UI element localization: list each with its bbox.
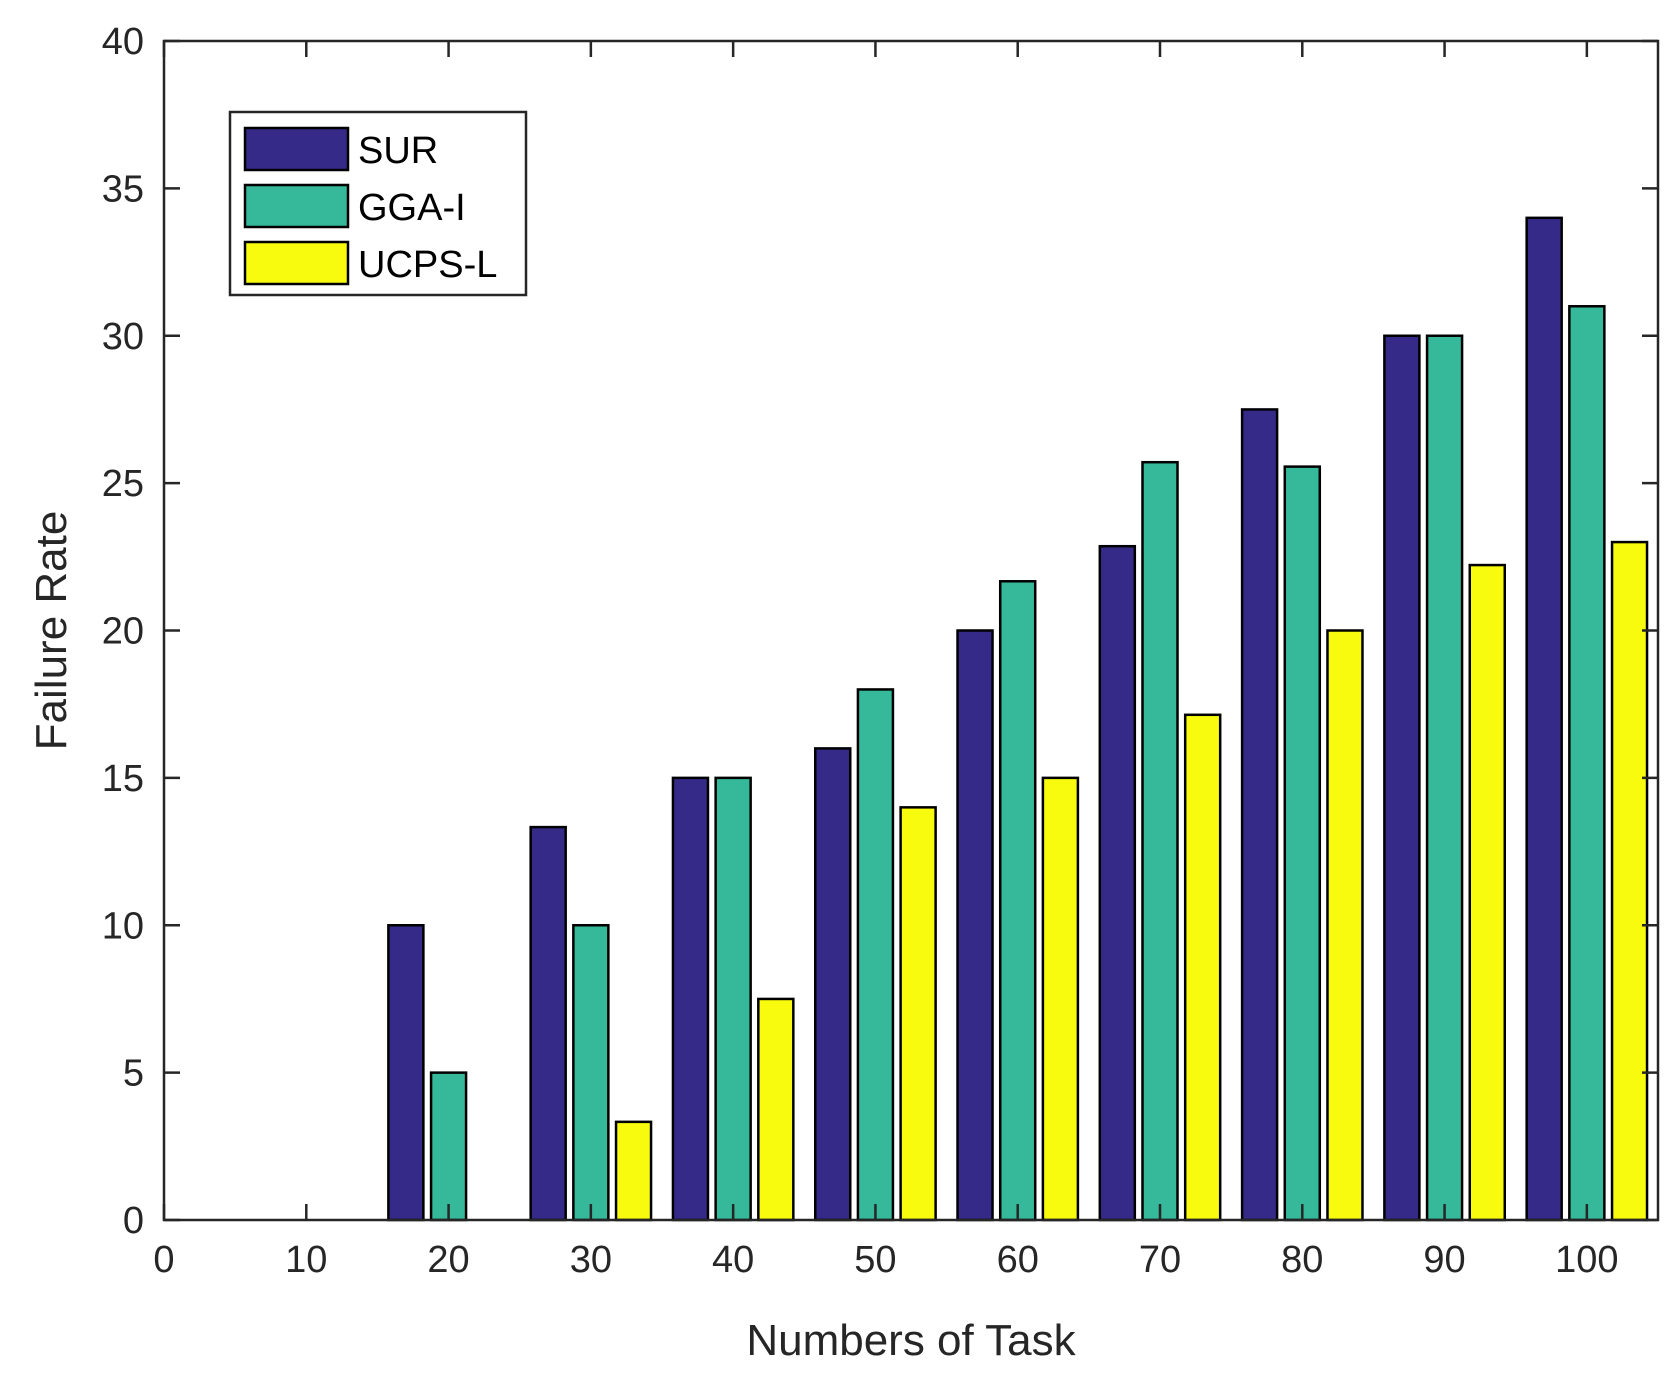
bar-sur-60 bbox=[956, 629, 994, 1222]
bars-layer bbox=[387, 216, 1649, 1222]
bar-sur-30 bbox=[529, 825, 567, 1222]
legend-swatch-sur bbox=[243, 126, 350, 172]
bar-gga-i-50 bbox=[856, 688, 895, 1222]
bar-ucps-l-70 bbox=[1183, 713, 1222, 1222]
y-tick-label: 30 bbox=[102, 316, 144, 358]
bar-sur-70 bbox=[1098, 544, 1137, 1222]
bar-ucps-l-30 bbox=[614, 1120, 653, 1222]
bar-gga-i-100 bbox=[1568, 305, 1606, 1222]
y-tick-label: 35 bbox=[102, 168, 144, 210]
bar-gga-i-30 bbox=[572, 924, 610, 1222]
legend-swatch-ucps-l bbox=[243, 240, 350, 286]
bar-sur-40 bbox=[671, 776, 710, 1222]
x-tick-label: 50 bbox=[854, 1239, 896, 1281]
y-tick-label: 25 bbox=[102, 463, 144, 505]
bar-sur-80 bbox=[1240, 408, 1279, 1222]
y-tick-label: 10 bbox=[102, 905, 144, 947]
bar-sur-100 bbox=[1525, 216, 1563, 1222]
y-tick-label: 0 bbox=[123, 1200, 144, 1242]
bar-sur-20 bbox=[387, 924, 425, 1222]
x-tick-label: 90 bbox=[1423, 1239, 1465, 1281]
x-tick-label: 60 bbox=[997, 1239, 1039, 1281]
bar-gga-i-90 bbox=[1425, 334, 1464, 1222]
legend-label-ucps-l: UCPS-L bbox=[358, 244, 497, 286]
x-axis-title: Numbers of Task bbox=[746, 1316, 1076, 1365]
y-tick-label: 5 bbox=[123, 1053, 144, 1095]
bar-ucps-l-90 bbox=[1468, 563, 1507, 1222]
bar-ucps-l-80 bbox=[1326, 629, 1364, 1222]
bar-gga-i-80 bbox=[1283, 465, 1322, 1222]
ticks-layer: 0 10 20 30 40 50 60 70 80 90 100 0 5 10 15 20 25 30 35 40 bbox=[102, 21, 1658, 1281]
x-tick-label: 80 bbox=[1281, 1239, 1323, 1281]
x-tick-label: 10 bbox=[285, 1239, 327, 1281]
legend: SUR GGA-I UCPS-L bbox=[228, 110, 528, 297]
legend-label-sur: SUR bbox=[358, 130, 438, 172]
bar-gga-i-40 bbox=[714, 776, 752, 1222]
bar-ucps-l-50 bbox=[899, 806, 937, 1222]
x-tick-label: 30 bbox=[570, 1239, 612, 1281]
y-tick-label: 40 bbox=[102, 21, 144, 63]
bar-gga-i-20 bbox=[429, 1071, 468, 1222]
x-tick-label: 100 bbox=[1555, 1239, 1618, 1281]
y-axis-title: Failure Rate bbox=[27, 511, 76, 751]
x-tick-label: 70 bbox=[1139, 1239, 1181, 1281]
x-tick-label: 0 bbox=[153, 1239, 174, 1281]
bar-sur-50 bbox=[813, 747, 852, 1222]
bar-ucps-l-40 bbox=[757, 997, 795, 1222]
bar-gga-i-70 bbox=[1141, 460, 1179, 1222]
y-tick-label: 15 bbox=[102, 758, 144, 800]
legend-swatch-gga-i bbox=[243, 183, 350, 229]
legend-label-gga-i: GGA-I bbox=[358, 187, 466, 229]
bar-ucps-l-100 bbox=[1610, 540, 1649, 1222]
x-tick-label: 40 bbox=[712, 1239, 754, 1281]
x-tick-label: 20 bbox=[427, 1239, 469, 1281]
y-tick-label: 20 bbox=[102, 611, 144, 653]
bar-ucps-l-60 bbox=[1041, 776, 1080, 1222]
bar-gga-i-60 bbox=[998, 580, 1037, 1222]
bar-sur-90 bbox=[1383, 334, 1421, 1222]
